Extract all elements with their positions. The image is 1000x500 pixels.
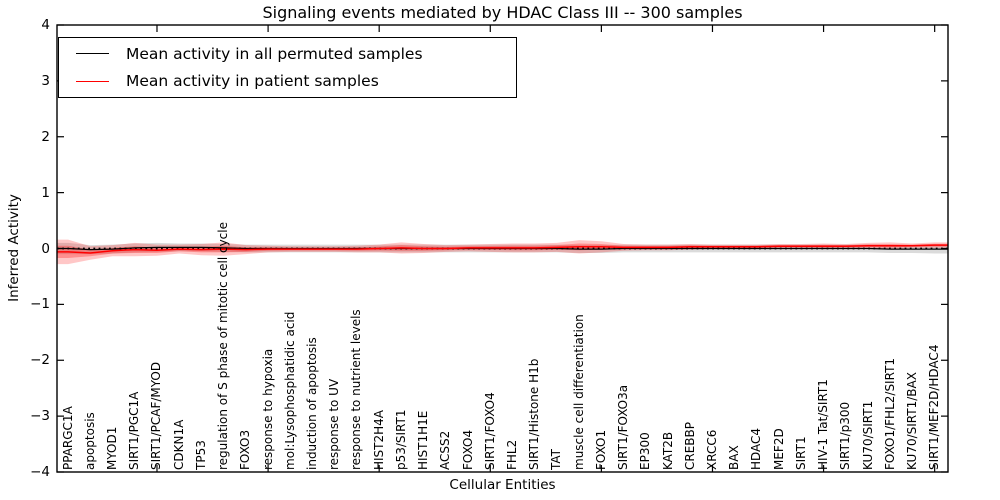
x-tick-label: SIRT1/FOXO3a <box>616 384 631 470</box>
x-tick-label: SIRT1/FOXO4 <box>482 392 497 470</box>
x-tick-label: SIRT1/PCAF/MYOD <box>149 361 164 470</box>
x-tick-label: muscle cell differentiation <box>571 314 586 470</box>
legend-label: Mean activity in patient samples <box>126 72 379 91</box>
x-tick-label: FOXO1/FHL2/SIRT1 <box>882 357 897 470</box>
patient-std-band <box>57 239 948 265</box>
x-tick-label: SIRT1/p300 <box>838 401 853 470</box>
x-tick-label: TAT <box>549 448 564 470</box>
y-tick-label: 0 <box>41 240 50 257</box>
y-tick-label: 2 <box>41 128 50 145</box>
x-tick-label: XRCC6 <box>704 429 719 470</box>
y-tick-label: −3 <box>30 408 50 425</box>
y-tick-label: −4 <box>30 464 50 480</box>
x-tick-label: FOXO3 <box>238 429 253 470</box>
x-tick-label: SIRT1/MEF2D/HDAC4 <box>927 344 942 470</box>
x-tick-label: HIST2H4A <box>371 409 386 470</box>
x-tick-label: KU70/SIRT1 <box>860 400 875 470</box>
y-tick-label: 3 <box>41 72 50 89</box>
x-axis-label: Cellular Entities <box>449 477 556 493</box>
x-tick-label: MEF2D <box>771 428 786 470</box>
x-tick-label: p53/SIRT1 <box>393 409 408 470</box>
x-tick-label: MYOD1 <box>105 426 120 470</box>
x-tick-label: mol:Lysophosphatidic acid <box>282 311 297 470</box>
x-tick-label: SIRT1/PGC1A <box>127 391 142 470</box>
x-tick-label: regulation of S phase of mitotic cell cy… <box>216 222 231 470</box>
x-tick-label: PPARGC1A <box>60 406 75 470</box>
x-tick-label: HIV-1 Tat/SIRT1 <box>816 379 831 470</box>
x-tick-label: SIRT1 <box>793 436 808 470</box>
x-tick-label: CREBBP <box>682 422 697 470</box>
x-tick-label: response to nutrient levels <box>349 309 364 470</box>
x-tick-label: induction of apoptosis <box>305 337 320 470</box>
x-tick-label: KU70/SIRT1/BAX <box>904 372 919 470</box>
chart-title: Signaling events mediated by HDAC Class … <box>262 3 743 22</box>
y-tick-label: 1 <box>41 184 50 201</box>
x-tick-label: TP53 <box>193 440 208 470</box>
permuted-line-swatch <box>76 53 109 55</box>
x-tick-label: FOXO4 <box>460 429 475 470</box>
x-tick-label: CDKN1A <box>171 419 186 470</box>
x-tick-label: SIRT1/Histone H1b <box>527 358 542 470</box>
x-tick-label: FOXO1 <box>593 429 608 470</box>
x-tick-label: EP300 <box>638 432 653 470</box>
legend-label: Mean activity in all permuted samples <box>126 44 423 63</box>
x-tick-label: BAX <box>727 445 742 470</box>
legend: Mean activity in all permuted samples Me… <box>58 37 517 98</box>
patient-line-swatch <box>76 80 109 82</box>
legend-item-patient: Mean activity in patient samples <box>67 68 508 95</box>
y-tick-label: 4 <box>41 17 50 33</box>
x-tick-label: HIST1H1E <box>416 410 431 470</box>
x-tick-label: ACSS2 <box>438 430 453 470</box>
x-tick-label: apoptosis <box>82 412 97 470</box>
x-tick-label: FHL2 <box>504 439 519 470</box>
x-tick-label: HDAC4 <box>749 427 764 470</box>
x-tick-label: response to hypoxia <box>260 348 275 470</box>
legend-item-permuted: Mean activity in all permuted samples <box>67 40 508 67</box>
y-tick-label: −1 <box>30 296 50 313</box>
y-tick-label: −2 <box>30 352 50 369</box>
x-tick-label: response to UV <box>327 378 342 470</box>
x-tick-label: KAT2B <box>660 431 675 470</box>
patient-mean-line <box>57 244 948 254</box>
